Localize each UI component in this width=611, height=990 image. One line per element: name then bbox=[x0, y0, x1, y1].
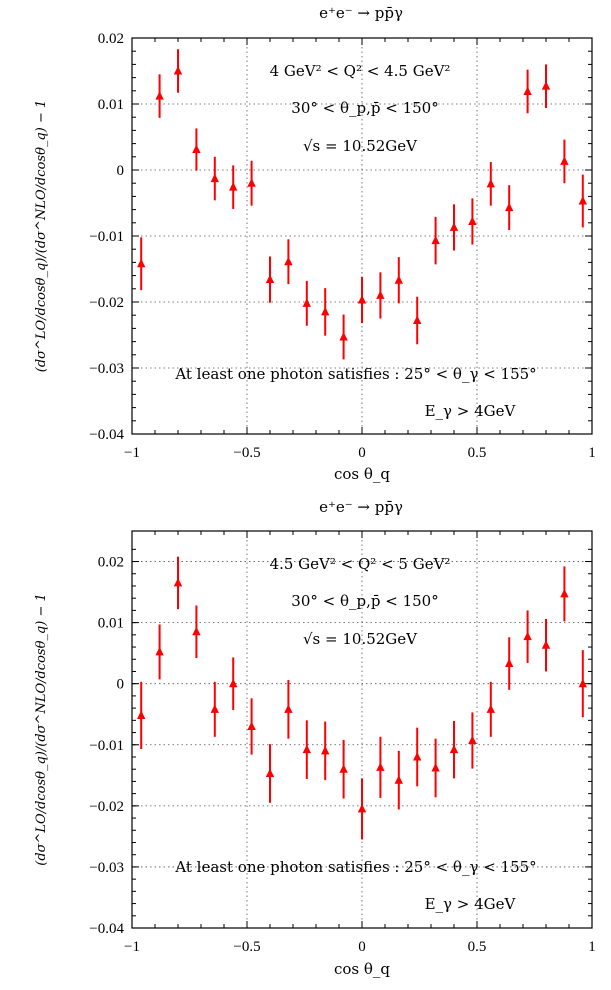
x-axis-label: cos θ_q bbox=[334, 960, 390, 978]
y-tick-label: −0.02 bbox=[89, 295, 124, 311]
data-point bbox=[137, 258, 146, 268]
data-point bbox=[523, 631, 532, 641]
x-tick-label: 1 bbox=[588, 445, 596, 461]
data-point bbox=[302, 298, 311, 307]
data-point bbox=[505, 202, 514, 212]
data-point bbox=[284, 256, 293, 266]
data-point bbox=[449, 744, 459, 754]
data-point bbox=[394, 775, 403, 784]
y-axis-label: (dσ^LO/dcosθ_q)/(dσ^NLO/dcosθ_q) − 1 bbox=[34, 593, 49, 866]
data-point bbox=[339, 764, 348, 773]
data-point bbox=[155, 646, 164, 656]
y-tick-label: 0 bbox=[117, 677, 125, 693]
x-tick-label: 0.5 bbox=[468, 445, 487, 461]
annotation-3: √s = 10.52GeV bbox=[303, 137, 418, 155]
chart-title: e⁺e⁻ → pp̄γ bbox=[319, 498, 403, 516]
data-point bbox=[523, 86, 532, 95]
data-point bbox=[210, 173, 219, 183]
data-point bbox=[357, 295, 367, 304]
data-point bbox=[265, 768, 275, 777]
data-point bbox=[339, 331, 348, 341]
data-point bbox=[560, 588, 569, 598]
data-point bbox=[431, 762, 440, 772]
data-point bbox=[302, 744, 311, 754]
data-point bbox=[376, 762, 385, 771]
data-point bbox=[247, 178, 256, 187]
data-point bbox=[486, 178, 495, 188]
x-tick-label: −0.5 bbox=[233, 445, 260, 461]
data-point bbox=[192, 144, 201, 154]
x-axis-label: cos θ_q bbox=[334, 465, 390, 483]
data-point bbox=[229, 678, 238, 688]
annotation-2: 30° < θ_p,p̄ < 150° bbox=[291, 99, 438, 117]
data-point bbox=[265, 274, 275, 284]
data-point bbox=[413, 751, 422, 761]
x-tick-label: −1 bbox=[124, 939, 140, 955]
y-tick-label: −0.04 bbox=[89, 427, 124, 443]
chart-panel-1: e⁺e⁻ → pp̄γ −1 −0.5 0 0.5 1 −0.04 −0.03 −0.02 −0.… bbox=[34, 4, 596, 483]
y-tick-label: 0.02 bbox=[98, 31, 124, 47]
data-point bbox=[541, 640, 551, 649]
y-tick-label: −0.03 bbox=[89, 860, 124, 876]
x-tick-label: 1 bbox=[588, 939, 596, 955]
chart-title: e⁺e⁻ → pp̄γ bbox=[319, 4, 403, 22]
data-point bbox=[173, 577, 183, 587]
x-tick-label: 0 bbox=[358, 939, 366, 955]
data-point bbox=[192, 626, 201, 636]
data-point bbox=[247, 721, 256, 730]
y-tick-label: 0.01 bbox=[98, 97, 124, 113]
data-point bbox=[321, 745, 330, 755]
x-tick-label: −0.5 bbox=[233, 939, 260, 955]
annotation-2: 30° < θ_p,p̄ < 150° bbox=[291, 592, 438, 610]
data-point bbox=[229, 182, 238, 191]
data-point bbox=[137, 710, 146, 719]
annotation-3: √s = 10.52GeV bbox=[303, 630, 418, 648]
data-point bbox=[284, 704, 293, 713]
x-tick-label: 0.5 bbox=[468, 939, 487, 955]
data-point bbox=[560, 156, 569, 165]
data-point bbox=[173, 66, 183, 75]
data-point bbox=[505, 658, 514, 668]
annotation-5: E_γ > 4GeV bbox=[425, 402, 517, 420]
data-point bbox=[210, 704, 219, 713]
y-tick-label: −0.01 bbox=[89, 229, 124, 245]
annotation-5: E_γ > 4GeV bbox=[425, 895, 517, 913]
data-point bbox=[486, 704, 495, 713]
data-point bbox=[431, 235, 440, 245]
annotation-4: At least one photon satisfies : 25° < θ_… bbox=[174, 365, 536, 383]
y-tick-label: −0.03 bbox=[89, 361, 124, 377]
data-point bbox=[468, 216, 477, 225]
data-point bbox=[578, 196, 587, 205]
data-point bbox=[468, 735, 477, 744]
data-point bbox=[449, 222, 459, 231]
y-tick-label: −0.01 bbox=[89, 738, 124, 754]
annotation-1: 4 GeV² < Q² < 4.5 GeV² bbox=[270, 62, 451, 80]
y-tick-label: 0 bbox=[117, 163, 125, 179]
chart-panel-2: e⁺e⁻ → pp̄γ −1 −0.5 0 0.5 1 −0.04 −0.03 −0.02 −0.… bbox=[34, 498, 596, 978]
data-point bbox=[413, 315, 422, 324]
x-tick-label: 0 bbox=[358, 445, 366, 461]
annotation-1: 4.5 GeV² < Q² < 5 GeV² bbox=[270, 555, 451, 573]
y-tick-label: 0.01 bbox=[98, 616, 124, 632]
data-point bbox=[321, 306, 330, 316]
x-tick-label: −1 bbox=[124, 445, 140, 461]
data-point bbox=[357, 803, 367, 813]
y-tick-label: −0.02 bbox=[89, 799, 124, 815]
data-point bbox=[155, 91, 164, 100]
data-point bbox=[394, 275, 403, 284]
y-tick-label: −0.04 bbox=[89, 921, 124, 937]
data-point bbox=[578, 678, 587, 688]
y-axis-label: (dσ^LO/dcosθ_q)/(dσ^NLO/dcosθ_q) − 1 bbox=[34, 100, 49, 373]
y-tick-label: 0.02 bbox=[98, 555, 124, 571]
data-point bbox=[376, 290, 385, 299]
annotation-4: At least one photon satisfies : 25° < θ_… bbox=[174, 858, 536, 876]
data-point bbox=[541, 81, 551, 90]
